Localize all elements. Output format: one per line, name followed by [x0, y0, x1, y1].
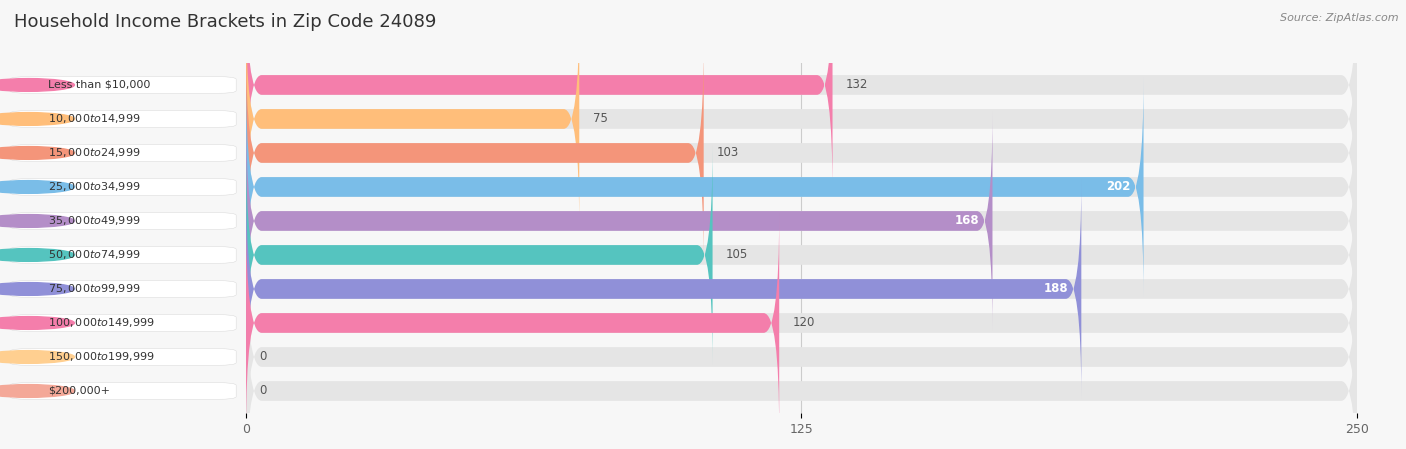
FancyBboxPatch shape: [246, 180, 1357, 398]
FancyBboxPatch shape: [246, 0, 1357, 194]
FancyBboxPatch shape: [246, 10, 1357, 228]
Circle shape: [0, 113, 75, 125]
Text: $25,000 to $34,999: $25,000 to $34,999: [48, 180, 141, 194]
FancyBboxPatch shape: [10, 110, 236, 128]
Text: Source: ZipAtlas.com: Source: ZipAtlas.com: [1281, 13, 1399, 23]
Circle shape: [0, 385, 75, 397]
FancyBboxPatch shape: [10, 212, 236, 229]
Circle shape: [0, 146, 75, 159]
Text: $200,000+: $200,000+: [48, 386, 110, 396]
FancyBboxPatch shape: [10, 281, 236, 297]
Text: 75: 75: [592, 112, 607, 125]
Text: 168: 168: [955, 215, 979, 228]
Circle shape: [0, 79, 75, 91]
FancyBboxPatch shape: [246, 180, 1081, 398]
Text: $50,000 to $74,999: $50,000 to $74,999: [48, 248, 141, 261]
FancyBboxPatch shape: [246, 282, 1357, 449]
Circle shape: [0, 249, 75, 261]
FancyBboxPatch shape: [10, 145, 236, 161]
Text: 120: 120: [793, 317, 815, 330]
Text: 0: 0: [259, 384, 267, 397]
FancyBboxPatch shape: [246, 214, 1357, 432]
FancyBboxPatch shape: [246, 112, 1357, 330]
FancyBboxPatch shape: [10, 383, 236, 399]
FancyBboxPatch shape: [10, 315, 236, 331]
FancyBboxPatch shape: [10, 247, 236, 264]
Circle shape: [0, 317, 75, 330]
FancyBboxPatch shape: [246, 214, 779, 432]
FancyBboxPatch shape: [246, 44, 1357, 262]
Circle shape: [0, 215, 75, 227]
FancyBboxPatch shape: [10, 179, 236, 195]
Text: $150,000 to $199,999: $150,000 to $199,999: [48, 351, 155, 364]
Text: $15,000 to $24,999: $15,000 to $24,999: [48, 146, 141, 159]
Text: 202: 202: [1107, 180, 1130, 194]
FancyBboxPatch shape: [246, 78, 1357, 296]
Text: Less than $10,000: Less than $10,000: [48, 80, 150, 90]
Text: $100,000 to $149,999: $100,000 to $149,999: [48, 317, 155, 330]
Circle shape: [0, 180, 75, 194]
Text: Household Income Brackets in Zip Code 24089: Household Income Brackets in Zip Code 24…: [14, 13, 436, 31]
Text: 188: 188: [1043, 282, 1069, 295]
FancyBboxPatch shape: [246, 78, 1143, 296]
Text: $35,000 to $49,999: $35,000 to $49,999: [48, 215, 141, 228]
FancyBboxPatch shape: [246, 146, 1357, 364]
Text: 132: 132: [846, 79, 869, 92]
FancyBboxPatch shape: [10, 77, 236, 93]
FancyBboxPatch shape: [246, 44, 703, 262]
Text: 0: 0: [259, 351, 267, 364]
Text: 105: 105: [725, 248, 748, 261]
Circle shape: [0, 351, 75, 363]
Text: 103: 103: [717, 146, 740, 159]
FancyBboxPatch shape: [246, 112, 993, 330]
FancyBboxPatch shape: [10, 348, 236, 365]
FancyBboxPatch shape: [246, 146, 713, 364]
Text: $75,000 to $99,999: $75,000 to $99,999: [48, 282, 141, 295]
FancyBboxPatch shape: [246, 10, 579, 228]
Text: $10,000 to $14,999: $10,000 to $14,999: [48, 112, 141, 125]
FancyBboxPatch shape: [246, 0, 832, 194]
Circle shape: [0, 282, 75, 295]
FancyBboxPatch shape: [246, 248, 1357, 449]
